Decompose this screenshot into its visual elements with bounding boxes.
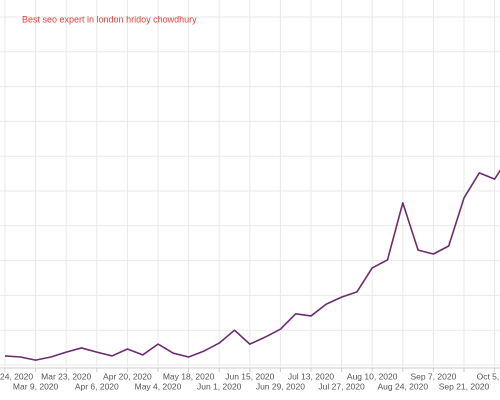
x-tick-label: Jul 13, 2020 [288, 371, 335, 381]
chart-title: Best seo expert in london hridoy chowdhu… [22, 14, 197, 24]
series-line [4, 169, 500, 361]
x-tick-label: May 4, 2020 [135, 381, 182, 391]
grid [0, 0, 500, 372]
x-tick-label: Jun 1, 2020 [197, 381, 242, 391]
x-tick-label: Oct 5, 2 [477, 371, 500, 381]
x-tick-label: Mar 9, 2020 [13, 381, 59, 391]
x-tick-label: Apr 6, 2020 [75, 381, 119, 391]
x-tick-label: Apr 20, 2020 [103, 371, 152, 381]
x-tick-label: Jun 15, 2020 [225, 371, 274, 381]
x-tick-label: 24, 2020 [0, 371, 33, 381]
x-tick-label: Jul 27, 2020 [318, 381, 365, 391]
marks [4, 169, 500, 361]
x-tick-label: Sep 21, 2020 [439, 381, 490, 391]
x-tick-label: Aug 10, 2020 [347, 371, 398, 381]
x-tick-label: Jun 29, 2020 [256, 381, 305, 391]
x-tick-label: Aug 24, 2020 [378, 381, 429, 391]
x-tick-label: Sep 7, 2020 [410, 371, 456, 381]
x-tick-label: May 18, 2020 [163, 371, 215, 381]
x-tick-label: Mar 23, 2020 [41, 371, 91, 381]
